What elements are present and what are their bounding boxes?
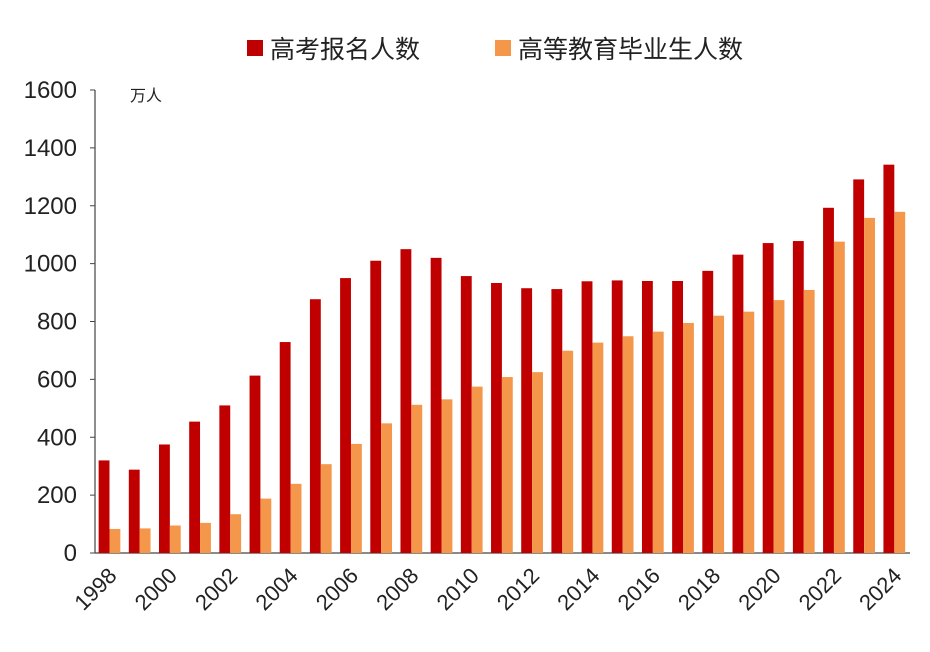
bar-graduates-2004 bbox=[290, 483, 302, 553]
bar-applicants-2000 bbox=[158, 444, 170, 553]
bar-applicants-2003 bbox=[249, 375, 261, 553]
y-axis-ticks: 0 200 400 600 800 1000 1200 1400 1600 bbox=[24, 77, 95, 567]
x-tick-label: 2016 bbox=[613, 563, 665, 615]
bar-applicants-1998 bbox=[98, 460, 110, 553]
x-tick-label: 2012 bbox=[492, 563, 544, 615]
y-tick-label: 1400 bbox=[24, 135, 77, 162]
bar-graduates-2016 bbox=[652, 331, 664, 553]
bar-applicants-2001 bbox=[189, 421, 201, 553]
bar-graduates-2023 bbox=[864, 217, 875, 553]
y-tick-label: 200 bbox=[37, 482, 77, 509]
bar-applicants-2009 bbox=[430, 257, 442, 553]
bar-graduates-2014 bbox=[592, 342, 604, 553]
x-tick-label: 2006 bbox=[311, 563, 363, 615]
bar-applicants-2021 bbox=[792, 241, 804, 554]
bar-applicants-2007 bbox=[370, 260, 382, 553]
bar-graduates-2021 bbox=[803, 289, 815, 553]
bar-graduates-2010 bbox=[471, 386, 483, 553]
x-axis-ticks: 1998 2000 2002 2004 2006 2008 2010 2012 2014 2016… bbox=[69, 563, 906, 615]
legend-swatch-applicants bbox=[247, 40, 263, 56]
y-tick-label: 0 bbox=[64, 540, 77, 567]
bar-applicants-1999 bbox=[128, 469, 140, 553]
bars-group bbox=[98, 164, 906, 554]
bar-graduates-2012 bbox=[532, 372, 543, 553]
x-tick-label: 2008 bbox=[371, 563, 423, 615]
y-tick-label: 400 bbox=[37, 424, 77, 451]
bar-applicants-2023 bbox=[853, 179, 865, 554]
bar-applicants-2015 bbox=[611, 280, 623, 553]
bar-applicants-2022 bbox=[823, 207, 834, 553]
bar-applicants-2020 bbox=[762, 243, 774, 553]
bar-graduates-2009 bbox=[441, 399, 453, 553]
legend-swatch-graduates bbox=[495, 40, 511, 56]
bar-graduates-2006 bbox=[350, 443, 362, 553]
x-tick-label: 2018 bbox=[673, 563, 725, 615]
bar-graduates-2024 bbox=[894, 211, 906, 553]
bar-graduates-2013 bbox=[562, 350, 574, 553]
legend-label-applicants: 高考报名人数 bbox=[270, 35, 420, 64]
bar-graduates-2018 bbox=[713, 315, 725, 553]
x-tick-label: 2010 bbox=[432, 563, 484, 615]
bar-applicants-2017 bbox=[672, 280, 684, 553]
bar-graduates-2017 bbox=[683, 322, 694, 553]
bar-graduates-2002 bbox=[230, 514, 242, 553]
bar-graduates-2001 bbox=[200, 522, 211, 553]
bar-applicants-2004 bbox=[279, 342, 291, 553]
bar-applicants-2016 bbox=[641, 280, 653, 553]
bar-graduates-2005 bbox=[320, 464, 332, 553]
bar-applicants-2014 bbox=[581, 281, 593, 553]
bar-graduates-2022 bbox=[833, 241, 845, 553]
bar-applicants-2008 bbox=[400, 249, 412, 553]
bar-graduates-2015 bbox=[622, 336, 634, 553]
bar-graduates-2019 bbox=[743, 311, 755, 553]
x-tick-label: 2022 bbox=[794, 563, 846, 615]
x-tick-label: 2024 bbox=[854, 563, 906, 615]
bar-applicants-2002 bbox=[219, 405, 231, 553]
bar-applicants-2010 bbox=[460, 276, 472, 553]
bar-graduates-2007 bbox=[381, 423, 393, 553]
x-tick-label: 2004 bbox=[250, 563, 302, 615]
bar-applicants-2006 bbox=[340, 278, 351, 553]
x-tick-label: 1998 bbox=[69, 563, 121, 615]
bar-graduates-2000 bbox=[169, 525, 181, 553]
bar-applicants-2011 bbox=[491, 283, 502, 553]
bar-graduates-2011 bbox=[501, 377, 513, 553]
unit-label: 万人 bbox=[130, 86, 162, 105]
x-tick-label: 2020 bbox=[733, 563, 785, 615]
bar-applicants-2013 bbox=[551, 289, 563, 553]
bar-graduates-2008 bbox=[411, 404, 423, 553]
x-tick-label: 2014 bbox=[552, 563, 604, 615]
bar-graduates-2020 bbox=[773, 300, 785, 553]
bar-applicants-2024 bbox=[883, 164, 895, 553]
y-tick-label: 1200 bbox=[24, 193, 77, 220]
y-tick-label: 800 bbox=[37, 309, 77, 336]
x-tick-label: 2000 bbox=[130, 563, 182, 615]
bar-graduates-2003 bbox=[260, 498, 272, 553]
y-tick-label: 600 bbox=[37, 366, 77, 393]
bar-graduates-1999 bbox=[139, 528, 151, 553]
y-tick-label: 1600 bbox=[24, 77, 77, 104]
legend: 高考报名人数 高等教育毕业生人数 bbox=[247, 35, 743, 64]
bar-applicants-2018 bbox=[702, 270, 714, 553]
bar-applicants-2019 bbox=[732, 254, 744, 553]
x-tick-label: 2002 bbox=[190, 563, 242, 615]
bar-applicants-2005 bbox=[309, 299, 321, 553]
bar-applicants-2012 bbox=[521, 288, 533, 553]
legend-label-graduates: 高等教育毕业生人数 bbox=[518, 35, 743, 64]
y-tick-label: 1000 bbox=[24, 251, 77, 278]
bar-graduates-1998 bbox=[109, 528, 121, 553]
